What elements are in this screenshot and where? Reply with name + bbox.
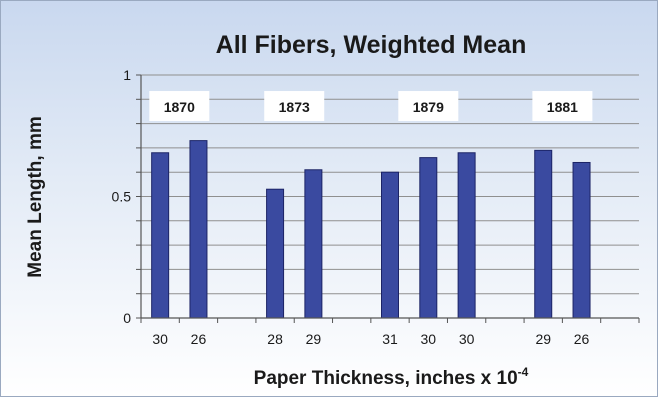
group-label-box [398, 91, 459, 122]
x-tick-label: 28 [267, 331, 283, 347]
y-axis-label: Mean Length, mm [25, 116, 46, 278]
group-label-box [149, 91, 210, 122]
bars [151, 140, 591, 319]
year-group-labels: 1870 1873 1879 1881 [149, 91, 593, 122]
bar [189, 140, 208, 319]
bar [572, 161, 591, 319]
x-axis-label-exponent: -4 [518, 365, 529, 379]
axes [136, 74, 640, 323]
x-tick-label: 30 [421, 331, 437, 347]
group-label: 1870 [164, 99, 195, 115]
chart-title: All Fibers, Weighted Mean [216, 31, 527, 59]
x-tick-labels: 30 26 28 29 31 30 30 29 26 [152, 331, 589, 347]
bar [304, 169, 323, 319]
x-tick-label: 30 [152, 331, 168, 347]
x-axis-label-main: Paper Thickness, inches x 10 [254, 368, 518, 389]
bar [266, 188, 285, 319]
group-label-box [264, 91, 325, 122]
bar [419, 157, 438, 319]
bar [381, 171, 399, 319]
bar [457, 152, 476, 319]
y-tick-label: 1 [123, 67, 131, 83]
x-tick-label: 29 [306, 331, 322, 347]
y-tick-label: 0 [123, 310, 131, 326]
x-tick-label: 30 [459, 331, 475, 347]
group-label: 1879 [413, 99, 444, 115]
y-tick-labels: 00.51 [112, 67, 132, 326]
y-tick-label: 0.5 [112, 189, 132, 205]
group-label-box [532, 91, 593, 122]
bar [151, 152, 170, 319]
x-tick-label: 29 [535, 331, 551, 347]
x-axis-label: Paper Thickness, inches x 10-4 [254, 365, 529, 389]
group-label: 1881 [547, 99, 578, 115]
x-tick-label: 26 [191, 331, 207, 347]
bar [534, 149, 553, 319]
x-tick-label: 26 [574, 331, 590, 347]
x-tick-label: 31 [382, 331, 398, 347]
group-label: 1873 [279, 99, 310, 115]
